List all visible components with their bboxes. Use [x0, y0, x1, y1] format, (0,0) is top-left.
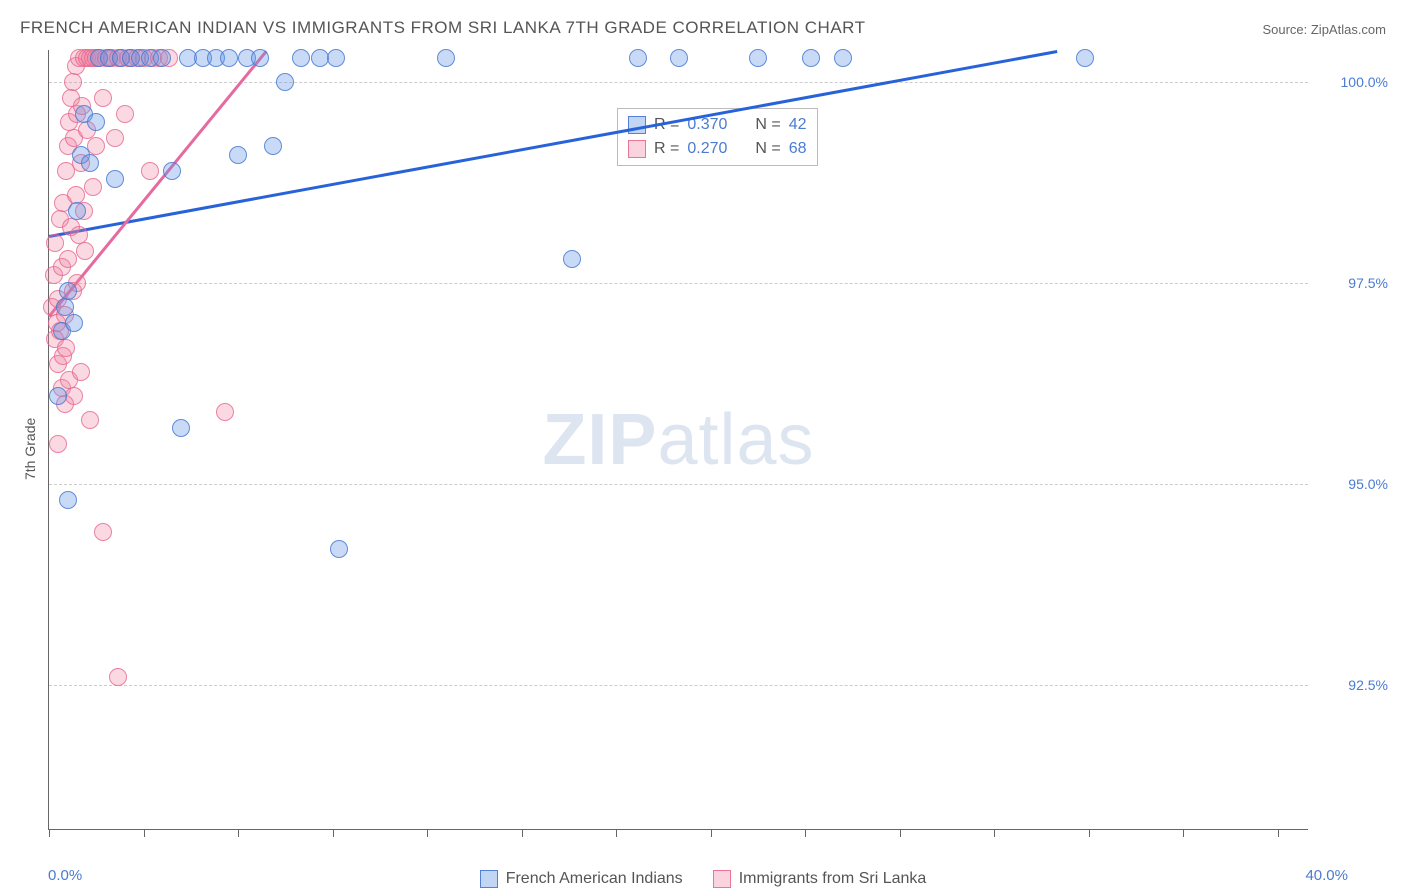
scatter-plot-area: ZIPatlas R = 0.370 N = 42 R = 0.270 N = …: [48, 50, 1308, 830]
x-tick: [1089, 829, 1090, 837]
series-label-blue: French American Indians: [506, 870, 683, 888]
scatter-point: [65, 387, 83, 405]
scatter-point: [109, 668, 127, 686]
source-label: Source:: [1262, 22, 1310, 37]
series-swatch-blue: [480, 870, 498, 888]
x-tick: [616, 829, 617, 837]
legend-r-value-1: 0.270: [687, 137, 727, 161]
legend-n-label-1: N =: [755, 137, 780, 161]
watermark-bold: ZIP: [542, 400, 657, 480]
scatter-point: [94, 89, 112, 107]
scatter-point: [141, 162, 159, 180]
scatter-point: [87, 113, 105, 131]
source-attribution: Source: ZipAtlas.com: [1262, 22, 1386, 37]
scatter-point: [629, 49, 647, 67]
scatter-point: [49, 387, 67, 405]
scatter-point: [59, 491, 77, 509]
legend-row-pink: R = 0.270 N = 68: [628, 137, 807, 161]
scatter-point: [59, 250, 77, 268]
x-tick: [144, 829, 145, 837]
legend-r-label-1: R =: [654, 137, 679, 161]
scatter-point: [59, 282, 77, 300]
scatter-point: [84, 178, 102, 196]
scatter-point: [76, 242, 94, 260]
scatter-point: [330, 540, 348, 558]
scatter-point: [116, 105, 134, 123]
y-tick-label: 92.5%: [1348, 677, 1388, 693]
gridline-h: [49, 283, 1308, 284]
y-tick-label: 97.5%: [1348, 275, 1388, 291]
scatter-point: [172, 419, 190, 437]
x-tick: [522, 829, 523, 837]
scatter-point: [56, 298, 74, 316]
series-swatch-pink: [713, 870, 731, 888]
scatter-point: [81, 411, 99, 429]
scatter-point: [94, 523, 112, 541]
scatter-point: [68, 202, 86, 220]
scatter-point: [46, 234, 64, 252]
watermark-text: ZIPatlas: [542, 399, 814, 481]
x-tick: [900, 829, 901, 837]
scatter-point: [64, 73, 82, 91]
scatter-point: [57, 339, 75, 357]
x-tick: [1183, 829, 1184, 837]
scatter-point: [327, 49, 345, 67]
scatter-point: [670, 49, 688, 67]
legend-n-value-1: 68: [789, 137, 807, 161]
scatter-point: [251, 49, 269, 67]
scatter-point: [106, 129, 124, 147]
y-axis-label: 7th Grade: [22, 418, 38, 480]
source-name: ZipAtlas.com: [1311, 22, 1386, 37]
legend-swatch-pink: [628, 140, 646, 158]
scatter-point: [563, 250, 581, 268]
scatter-point: [153, 49, 171, 67]
x-tick: [238, 829, 239, 837]
x-tick: [49, 829, 50, 837]
scatter-point: [49, 435, 67, 453]
scatter-point: [216, 403, 234, 421]
scatter-point: [749, 49, 767, 67]
scatter-point: [834, 49, 852, 67]
scatter-point: [1076, 49, 1094, 67]
y-tick-label: 95.0%: [1348, 476, 1388, 492]
scatter-point: [72, 363, 90, 381]
scatter-point: [220, 49, 238, 67]
chart-title: FRENCH AMERICAN INDIAN VS IMMIGRANTS FRO…: [20, 18, 866, 38]
x-tick: [427, 829, 428, 837]
scatter-point: [163, 162, 181, 180]
series-legend-item-pink: Immigrants from Sri Lanka: [713, 870, 927, 888]
scatter-point: [106, 170, 124, 188]
series-label-pink: Immigrants from Sri Lanka: [739, 870, 927, 888]
scatter-point: [276, 73, 294, 91]
x-tick: [1278, 829, 1279, 837]
gridline-h: [49, 685, 1308, 686]
correlation-legend: R = 0.370 N = 42 R = 0.270 N = 68: [617, 108, 818, 166]
legend-n-label-0: N =: [755, 113, 780, 137]
scatter-point: [81, 154, 99, 172]
x-tick: [333, 829, 334, 837]
scatter-point: [65, 314, 83, 332]
gridline-h: [49, 484, 1308, 485]
series-legend: French American Indians Immigrants from …: [0, 870, 1406, 888]
series-legend-item-blue: French American Indians: [480, 870, 683, 888]
scatter-point: [802, 49, 820, 67]
scatter-point: [292, 49, 310, 67]
watermark-light: atlas: [657, 400, 814, 480]
y-tick-label: 100.0%: [1341, 74, 1388, 90]
trend-line: [49, 50, 1058, 238]
scatter-point: [229, 146, 247, 164]
x-tick: [805, 829, 806, 837]
x-tick: [994, 829, 995, 837]
x-tick: [711, 829, 712, 837]
scatter-point: [437, 49, 455, 67]
legend-n-value-0: 42: [789, 113, 807, 137]
scatter-point: [264, 137, 282, 155]
